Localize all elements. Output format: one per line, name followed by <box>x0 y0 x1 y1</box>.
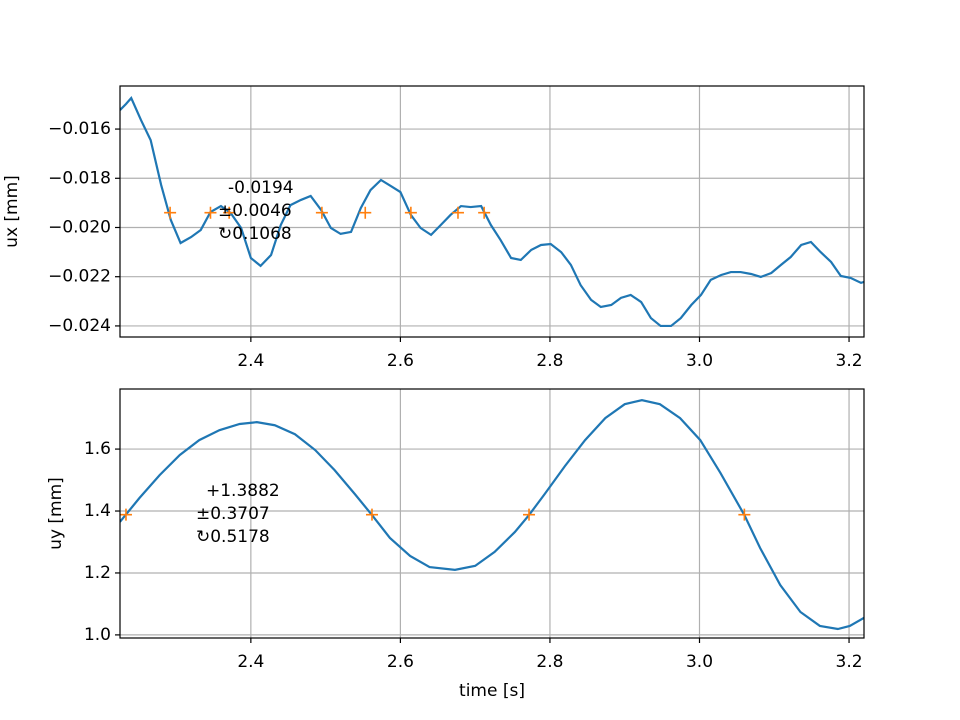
crossing-marker <box>223 206 236 219</box>
axes-frame <box>119 85 865 338</box>
x-tick-label: 3.2 <box>836 652 863 672</box>
y-tick-label: 1.4 <box>84 501 111 521</box>
crossing-marker <box>359 206 372 219</box>
y-tick-label: −0.018 <box>48 168 111 188</box>
subplot: 2.4 2.6 2.8 3.0 3.2 1.0 1.2 1.4 1.6 uy [mm] time [… <box>46 388 865 701</box>
crossing-marker <box>451 206 464 219</box>
crossing-marker <box>315 206 328 219</box>
crossing-marker <box>738 508 751 521</box>
y-tick-label: 1.2 <box>84 563 111 583</box>
x-tick-label: 2.8 <box>536 652 563 672</box>
stats-annotation: ↻0.5178 <box>196 527 270 547</box>
y-axis-label: ux [mm] <box>2 175 22 248</box>
stats-annotation: +1.3882 <box>206 481 280 501</box>
x-tick-label: 2.8 <box>536 351 563 371</box>
stats-annotation: ↻0.1068 <box>218 224 292 244</box>
x-tick-label: 2.6 <box>387 652 414 672</box>
stats-annotation: ±0.0046 <box>218 201 292 221</box>
subplot: 2.4 2.6 2.8 3.0 3.2 −0.016 −0.018 −0.020 −0.022 −… <box>2 85 865 371</box>
y-axis-label: uy [mm] <box>46 477 66 550</box>
x-tick-label: 3.0 <box>686 351 713 371</box>
y-tick-label: 1.6 <box>84 439 111 459</box>
crossing-marker <box>164 206 177 219</box>
y-tick-label: −0.016 <box>48 119 111 139</box>
x-tick-label: 2.4 <box>237 351 264 371</box>
x-axis-label: time [s] <box>459 681 525 701</box>
data-line <box>120 96 864 328</box>
x-tick-label: 2.6 <box>387 351 414 371</box>
crossing-marker <box>404 206 417 219</box>
axes-frame <box>119 388 865 639</box>
data-line <box>120 399 864 631</box>
x-tick-label: 3.2 <box>836 351 863 371</box>
y-tick-label: −0.020 <box>48 217 111 237</box>
stats-annotation: ±0.3707 <box>196 504 270 524</box>
x-tick-label: 3.0 <box>686 652 713 672</box>
y-tick-label: 1.0 <box>84 625 111 645</box>
crossing-marker <box>204 206 217 219</box>
crossing-marker <box>523 508 536 521</box>
stats-annotation: -0.0194 <box>228 178 294 198</box>
crossing-marker <box>119 508 132 521</box>
crossing-marker <box>365 508 378 521</box>
y-tick-label: −0.024 <box>48 316 111 336</box>
crossing-marker <box>478 206 491 219</box>
x-tick-label: 2.4 <box>237 652 264 672</box>
y-tick-label: −0.022 <box>48 267 111 287</box>
